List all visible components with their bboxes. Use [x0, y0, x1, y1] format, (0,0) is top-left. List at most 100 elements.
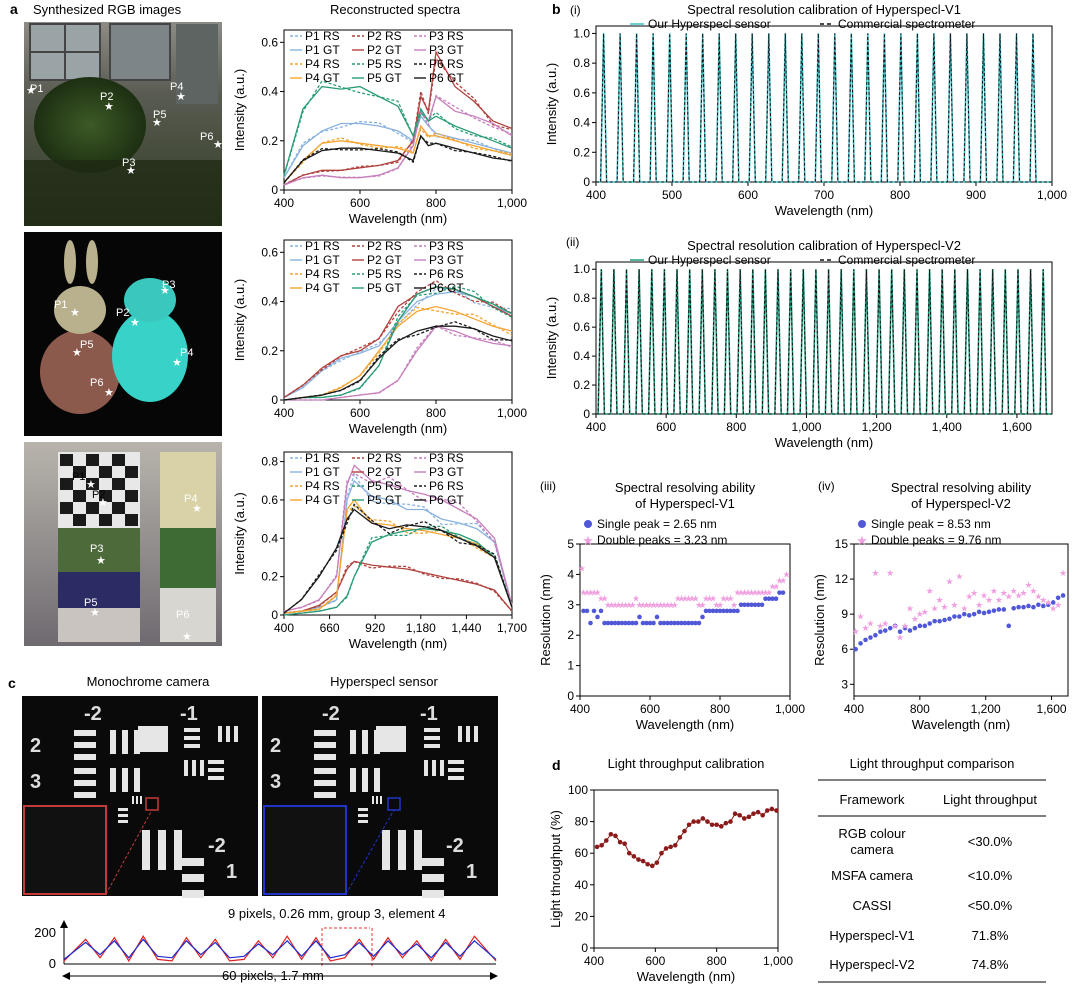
b3-point-single — [749, 602, 754, 608]
b3-point-single — [710, 608, 716, 614]
a2-legend-label: P4 GT — [305, 281, 340, 295]
b4-xtick-label: 400 — [844, 702, 864, 716]
a2-xtick-label: 400 — [274, 406, 294, 420]
b4-point-double: ★ — [960, 603, 968, 613]
a1-xtick-label: 600 — [350, 196, 370, 210]
b3-point-single — [770, 596, 775, 602]
b1-ytick-label: 0.2 — [573, 145, 590, 159]
target-bar — [350, 730, 356, 754]
c-titles: Monochrome camera Hyperspecl sensor — [87, 674, 439, 689]
b3-point-single — [738, 602, 744, 608]
checker-square — [86, 502, 99, 514]
b3-point-double: ★ — [590, 588, 598, 598]
panel-label-d: d — [552, 757, 561, 773]
target-bar — [158, 830, 166, 870]
b3-point-double: ★ — [667, 600, 675, 610]
svg-text:camera: camera — [850, 842, 894, 857]
b4-point-single — [961, 611, 967, 617]
target-bar — [208, 776, 224, 780]
b-i-label: (i) — [570, 3, 581, 17]
svg-text:74.8%: 74.8% — [972, 957, 1009, 972]
d-throughput-point — [718, 824, 724, 829]
target-bar — [358, 820, 368, 823]
b3-point-double: ★ — [754, 588, 762, 598]
a3-xlabel: Wavelength (nm) — [349, 636, 448, 651]
table-row: Hyperspecl-V1 71.8% — [829, 928, 1008, 943]
a2-series-rs-line — [283, 285, 513, 401]
b3-point-double: ★ — [719, 594, 727, 604]
target-bar — [380, 796, 382, 804]
a3-series-rs-line — [283, 472, 513, 612]
b1-legend: Our Hyperspecl sensor Commercial spectrom… — [630, 17, 975, 31]
profile-arrow-right — [490, 972, 498, 980]
b4-point-single — [922, 623, 928, 629]
b4-xlabel: Wavelength (nm) — [912, 717, 1011, 732]
a1-legend-label: P5 RS — [367, 57, 402, 71]
b3-point-single — [605, 620, 611, 626]
b3-title: of Hyperspecl-V1 — [635, 496, 735, 511]
target-bar — [422, 858, 444, 866]
d-throughput-point — [755, 809, 761, 815]
a3-xtick-label: 920 — [365, 621, 385, 635]
a1-ylabel: Intensity (a.u.) — [232, 69, 247, 151]
target-bar — [142, 830, 150, 870]
mono-title: Monochrome camera — [87, 674, 211, 689]
b3-point-double: ★ — [649, 600, 657, 610]
b3-point-double: ★ — [716, 600, 724, 610]
b4-point-double: ★ — [916, 609, 924, 619]
b3-point-double: ★ — [583, 588, 591, 598]
profile-ytick-label: 0 — [49, 956, 56, 971]
b4-point-single — [1011, 606, 1016, 611]
b1-xtick-label: 600 — [738, 188, 758, 202]
svg-text:71.8%: 71.8% — [972, 928, 1009, 943]
scene2-photo — [24, 232, 222, 436]
b4-xtick-label: 1,200 — [971, 702, 1001, 716]
b1-chart: 400 500 600 700 800 900 1,000 0 0.2 0.4 0.6 0.8 1.0 W… — [544, 17, 1067, 218]
b4-point-single — [1036, 602, 1041, 608]
b-ii-label: (ii) — [566, 235, 579, 249]
b3-point-double: ★ — [751, 588, 759, 598]
b3-point-double: ★ — [688, 594, 696, 604]
b3-point-double: ★ — [586, 588, 594, 598]
b3-point-double: ★ — [761, 588, 769, 598]
b1-ylabel: Intensity (a.u.) — [544, 63, 559, 145]
a3-legend-label: P5 GT — [367, 493, 402, 507]
b3-point-double: ★ — [744, 588, 752, 598]
b3-point-single — [581, 608, 586, 614]
b2-peak-series-line — [596, 269, 1052, 415]
b4-point-double: ★ — [906, 603, 914, 613]
target-bar — [358, 808, 368, 811]
b3-point-single — [591, 608, 597, 614]
b2-xtick-label: 400 — [586, 420, 606, 434]
target-bar — [134, 768, 140, 792]
b3-point-single — [724, 608, 730, 614]
b3-point-single — [584, 608, 590, 614]
b3-point-single — [686, 620, 691, 626]
d-xtick-label: 400 — [584, 954, 604, 968]
target-bar — [376, 796, 378, 804]
scene3-p4: P4 — [184, 493, 197, 505]
a1-xtick-label: 400 — [274, 196, 294, 210]
b3-title: Spectral resolving ability — [615, 480, 756, 495]
svg-text:★: ★ — [26, 85, 36, 97]
a1-ytick-label: 0 — [271, 183, 278, 197]
target-bar — [218, 726, 222, 742]
target-bar — [422, 890, 444, 898]
a2-series-gt-line — [283, 325, 513, 401]
b3-point-single — [742, 602, 747, 608]
b3-axes-frame — [579, 543, 791, 697]
b3-point-single — [633, 620, 639, 626]
b3-point-single — [668, 620, 674, 626]
target-bar — [374, 730, 380, 754]
b3-point-double: ★ — [597, 594, 605, 604]
svg-text:★: ★ — [130, 317, 140, 329]
target-bar — [432, 760, 436, 776]
a1-series-rs-line — [283, 56, 513, 186]
b4-ytick-label: 9 — [841, 607, 848, 621]
b4-point-double: ★ — [931, 603, 939, 613]
svg-text:-1: -1 — [180, 703, 198, 725]
table-row: CASSI <50.0% — [852, 898, 1012, 913]
b3-point-single — [696, 620, 702, 626]
b4-point-single — [947, 616, 952, 622]
